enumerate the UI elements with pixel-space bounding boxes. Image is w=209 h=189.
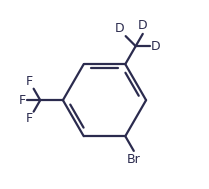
Text: Br: Br bbox=[127, 153, 141, 166]
Text: D: D bbox=[151, 40, 161, 53]
Text: D: D bbox=[115, 22, 125, 35]
Text: D: D bbox=[138, 19, 148, 32]
Text: F: F bbox=[19, 94, 26, 107]
Text: F: F bbox=[25, 75, 33, 88]
Text: F: F bbox=[25, 112, 33, 125]
